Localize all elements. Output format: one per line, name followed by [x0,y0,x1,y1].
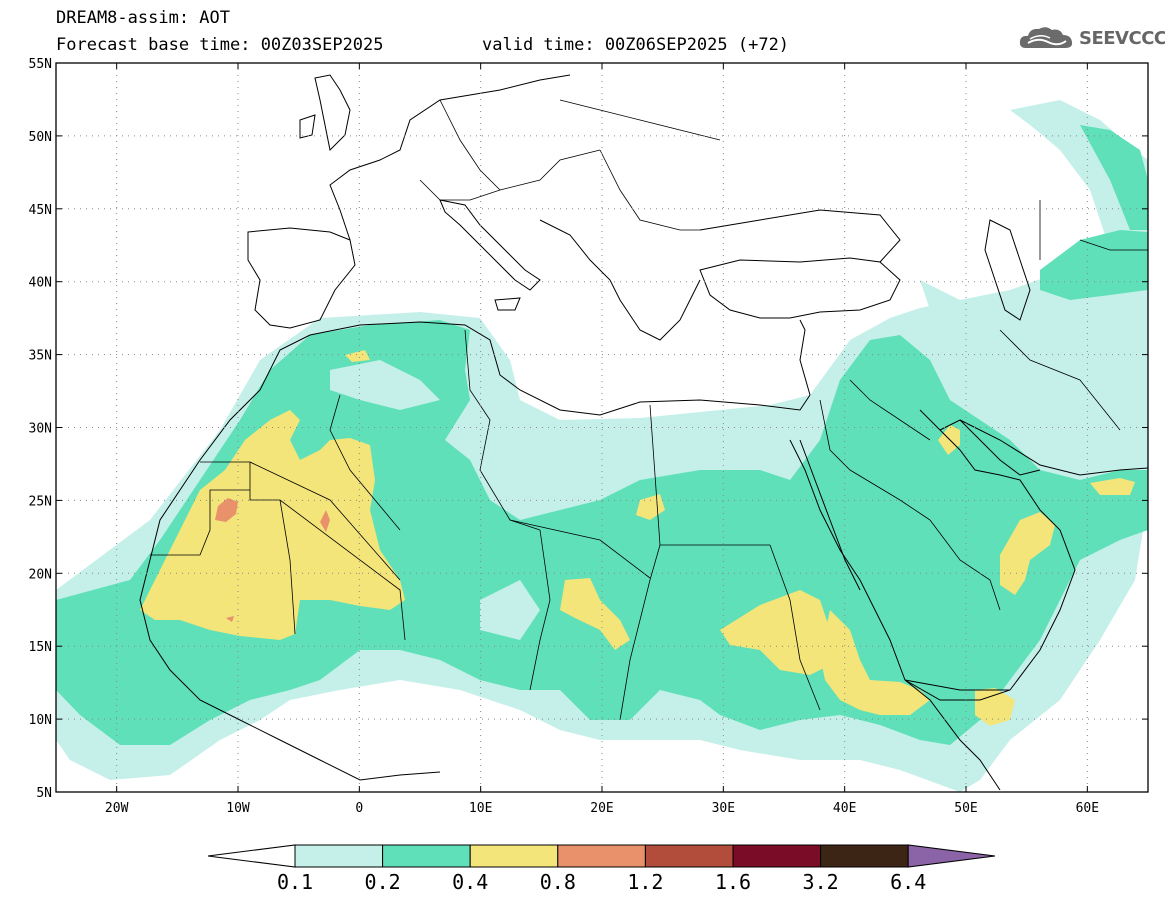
axis-ticks [56,62,1148,793]
forecast-base-time: Forecast base time: 00Z03SEP2025 [56,35,384,55]
colorbar-level-label: 6.4 [890,870,926,894]
colorbar: 0.1 0.2 0.4 0.8 1.2 1.6 3.2 6.4 [207,844,996,894]
lat-label: 45N [29,203,52,218]
colorbar-segment [557,844,646,868]
lat-label: 55N [29,57,52,72]
lat-label: 15N [29,640,52,655]
logo-text: SEEVCCC [1079,27,1165,49]
lat-label: 25N [29,494,52,509]
lat-label: 40N [29,276,52,291]
colorbar-over-triangle [907,844,996,868]
colorbar-segment [644,844,734,868]
colorbar-level-label: 3.2 [803,870,839,894]
aot-band-0.4 [140,350,1135,726]
lon-label: 60E [1076,801,1099,816]
lat-label: 5N [36,786,52,801]
map-title: DREAM8-assim: AOT [56,8,230,28]
colorbar-segment [469,844,559,868]
lat-label: 10N [29,713,52,728]
seevccc-logo: SEEVCCC [1018,24,1165,52]
axis-labels: 20W 10W 0 10E 20E 30E 40E 50E 60E 55N 50N 45N 40N 35N… [29,57,1100,816]
aot-band-0.1-inner [330,360,760,640]
lon-label: 20E [590,801,613,816]
coastlines [139,74,1148,791]
colorbar-level-label: 1.6 [715,870,751,894]
lon-label: 50E [954,801,977,816]
lon-label: 0 [355,801,363,816]
lat-label: 20N [29,567,52,582]
lat-label: 30N [29,422,52,437]
lon-label: 10W [226,801,250,816]
lon-label: 20W [105,801,129,816]
colorbar-level-label: 1.2 [627,870,663,894]
colorbar-level-label: 0.2 [365,870,401,894]
colorbar-segment [732,844,822,868]
lon-label: 30E [712,801,735,816]
lon-label: 40E [833,801,856,816]
colorbar-level-label: 0.8 [540,870,576,894]
cloud-icon [1019,27,1073,48]
lon-label: 10E [469,801,492,816]
colorbar-level-label: 0.1 [277,870,313,894]
colorbar-segment [382,844,471,868]
colorbar-under-triangle [207,844,296,868]
colorbar-segment [820,844,909,868]
valid-time: valid time: 00Z06SEP2025 (+72) [482,35,790,55]
aot-field [56,100,1148,792]
graticule [56,63,1148,792]
lat-label: 50N [29,130,52,145]
colorbar-segment [294,844,384,868]
country-borders [150,99,1148,721]
lat-label: 35N [29,349,52,364]
aot-band-0.8 [215,498,330,622]
colorbar-level-label: 0.4 [452,870,488,894]
